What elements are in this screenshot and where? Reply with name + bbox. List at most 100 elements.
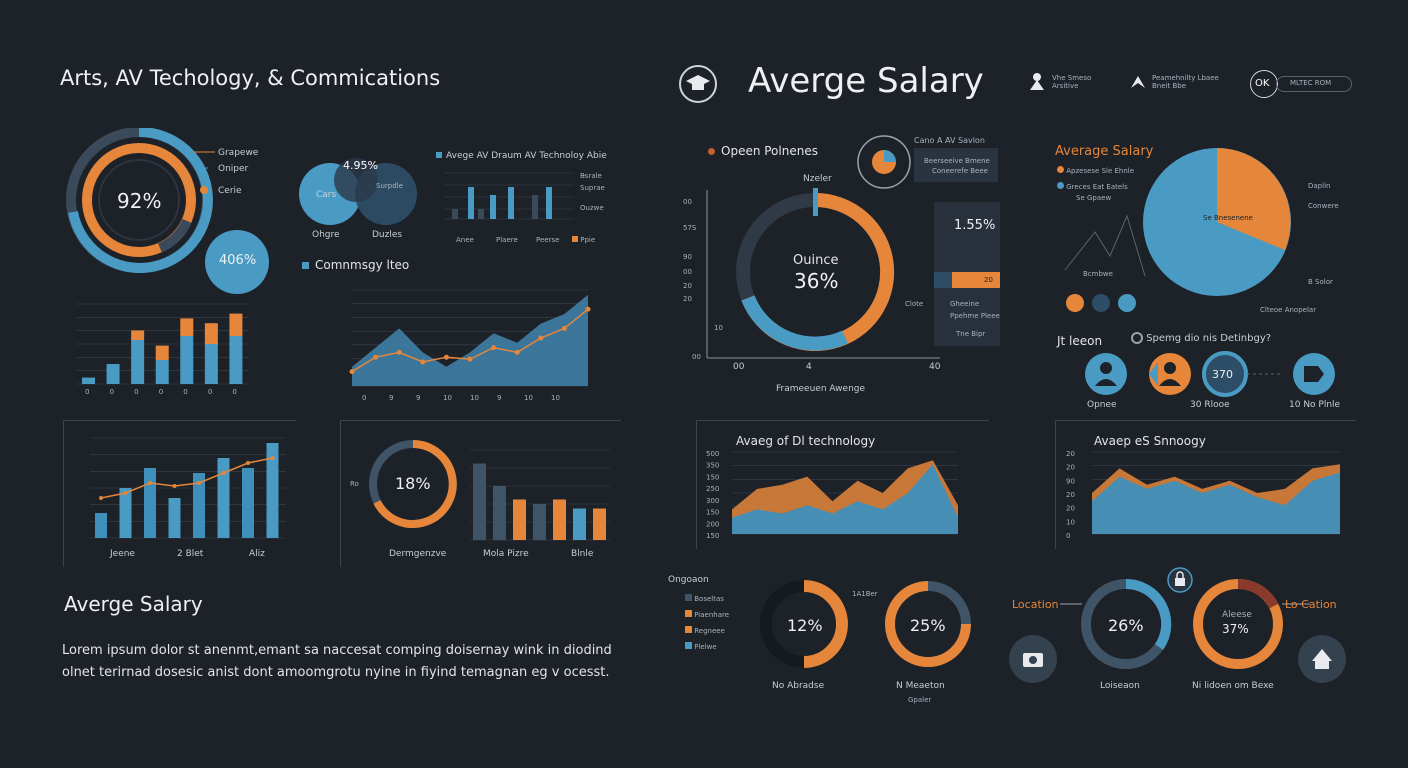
bar [593, 508, 606, 540]
bubble-label: 406% [219, 253, 257, 268]
svg-text:—: — [580, 172, 586, 179]
left-title: Arts, AV Techology, & Commications [60, 66, 441, 90]
area-x-tick: 0 [362, 394, 366, 402]
pie-label-4: B Solor [1308, 278, 1333, 286]
stacked-bar-tick: 0 [85, 388, 89, 396]
trend-point [148, 481, 152, 485]
small-donut [369, 440, 457, 528]
stacked-bar [155, 360, 169, 384]
people-icons [1085, 351, 1335, 397]
mini-bar-x1: Anee [456, 236, 474, 244]
big-donut-y4: 00 [683, 268, 692, 276]
big-donut-y8: 10 [714, 324, 723, 332]
people-ring-value: 370 [1212, 368, 1233, 381]
trend-point [420, 359, 426, 365]
bars2-x3: Aliz [249, 549, 265, 559]
y-tick: 20 [1066, 464, 1075, 472]
callout-box [914, 148, 998, 182]
y-tick: 200 [706, 520, 719, 528]
donut-4-value: 37% [1222, 622, 1249, 636]
donut-2-caption: N Meaeton [896, 681, 945, 691]
donut-1-caption: No Abradse [772, 681, 825, 691]
y-tick: 20 [1066, 505, 1075, 513]
big-donut-y6: 20 [683, 295, 692, 303]
bars2-x1: Jeene [110, 549, 135, 559]
pie-label-3: Bcmbwe [1083, 270, 1113, 278]
area-fill-front [732, 464, 958, 534]
stacked-bar-top [131, 330, 145, 340]
mini-bar-legend-2: Suprae [580, 184, 605, 192]
venn-diagram [299, 158, 417, 225]
bar [473, 463, 486, 540]
mini-bar-5 [508, 187, 514, 219]
y-tick: 20 [1066, 491, 1075, 499]
donut-3 [1060, 567, 1310, 669]
mini-bar-4 [490, 195, 496, 219]
area-x-tick: 9 [497, 394, 501, 402]
trend-point [172, 484, 177, 488]
stacked-bar-tick: 0 [183, 388, 187, 396]
big-donut-y5: 20 [683, 282, 692, 290]
people-label-3: 10 No Plnle [1289, 400, 1341, 410]
y-tick: 500 [706, 450, 719, 458]
side-legend-1: Gheeine [950, 300, 980, 308]
bar [493, 486, 506, 540]
area-chart-3: 20 20 90 20 20 10 0 [1066, 450, 1340, 540]
stacked-bar-tick: 0 [232, 388, 236, 396]
mini-bar-x2: Plaere [496, 236, 518, 244]
bar [95, 513, 107, 538]
donut-3-caption: Loiseaon [1100, 681, 1140, 691]
bar [573, 508, 586, 540]
stacked-bar-top [229, 313, 243, 336]
stacked-bar-tick: 0 [208, 388, 212, 396]
trend-point [246, 461, 250, 465]
bars2-x2: 2 Blet [177, 549, 204, 559]
big-donut-xlabel: Frameeuen Awenge [776, 384, 866, 394]
chart-up-icon [1131, 76, 1145, 88]
bar [168, 498, 181, 538]
donut-legend-1: Boseltas [685, 594, 724, 603]
ring-legend-1: Grapewe [218, 148, 259, 158]
pie-label-5: Clteoe Anopelar [1260, 306, 1317, 314]
trend-point [123, 491, 128, 495]
side-legend-3: Tne Bipr [956, 330, 986, 338]
bars3-x1: Dermgenzve [389, 549, 447, 559]
trend-point [99, 496, 103, 500]
y-tick: 150 [706, 473, 719, 481]
home-icon[interactable] [1297, 634, 1347, 684]
ring-legend-3: Cerie [218, 186, 242, 196]
y-tick: 10 [1066, 518, 1075, 526]
mini-bar-7 [546, 187, 552, 219]
bar-line-panel [63, 420, 296, 567]
area-x-tick: 10 [524, 394, 533, 402]
ring-chart [66, 128, 215, 273]
open-positions-title: Opeen Polnenes [708, 144, 818, 158]
big-donut-marker: Nzeler [803, 174, 832, 184]
side-mid: 20 [984, 276, 993, 284]
donut-legend-4: Plelwe [685, 642, 717, 651]
trend-point [270, 456, 275, 460]
mini-bar-title: Avege AV Draum AV Technoloy Abie [436, 151, 607, 161]
y-tick: 300 [706, 497, 719, 505]
mini-bar-x3: Peerse [536, 236, 560, 244]
ok-button[interactable] [1276, 76, 1352, 92]
trend-point [561, 325, 567, 331]
bar [533, 504, 546, 540]
bar [266, 443, 279, 538]
big-donut-x1: 00 [733, 362, 745, 372]
venn-right-text: Surpdle [376, 182, 403, 190]
donut-legend-title: Ongoaon [668, 575, 709, 585]
pie-label-2: Conwere [1308, 202, 1339, 210]
bar [242, 468, 254, 538]
stacked-bar-top [180, 318, 194, 336]
camera-icon[interactable] [1008, 634, 1058, 684]
big-donut-x3: 40 [929, 362, 941, 372]
donut-2-sub: Gpaler [908, 696, 932, 704]
stacked-bar [229, 336, 243, 384]
callout-pie-icon [857, 135, 911, 189]
people-title: Jt leeon [1057, 334, 1103, 348]
big-donut-title: Ouince [793, 253, 839, 268]
donut-3-value: 26% [1108, 616, 1144, 635]
bar-line-chart [90, 437, 286, 539]
y-tick: 90 [1066, 477, 1075, 485]
